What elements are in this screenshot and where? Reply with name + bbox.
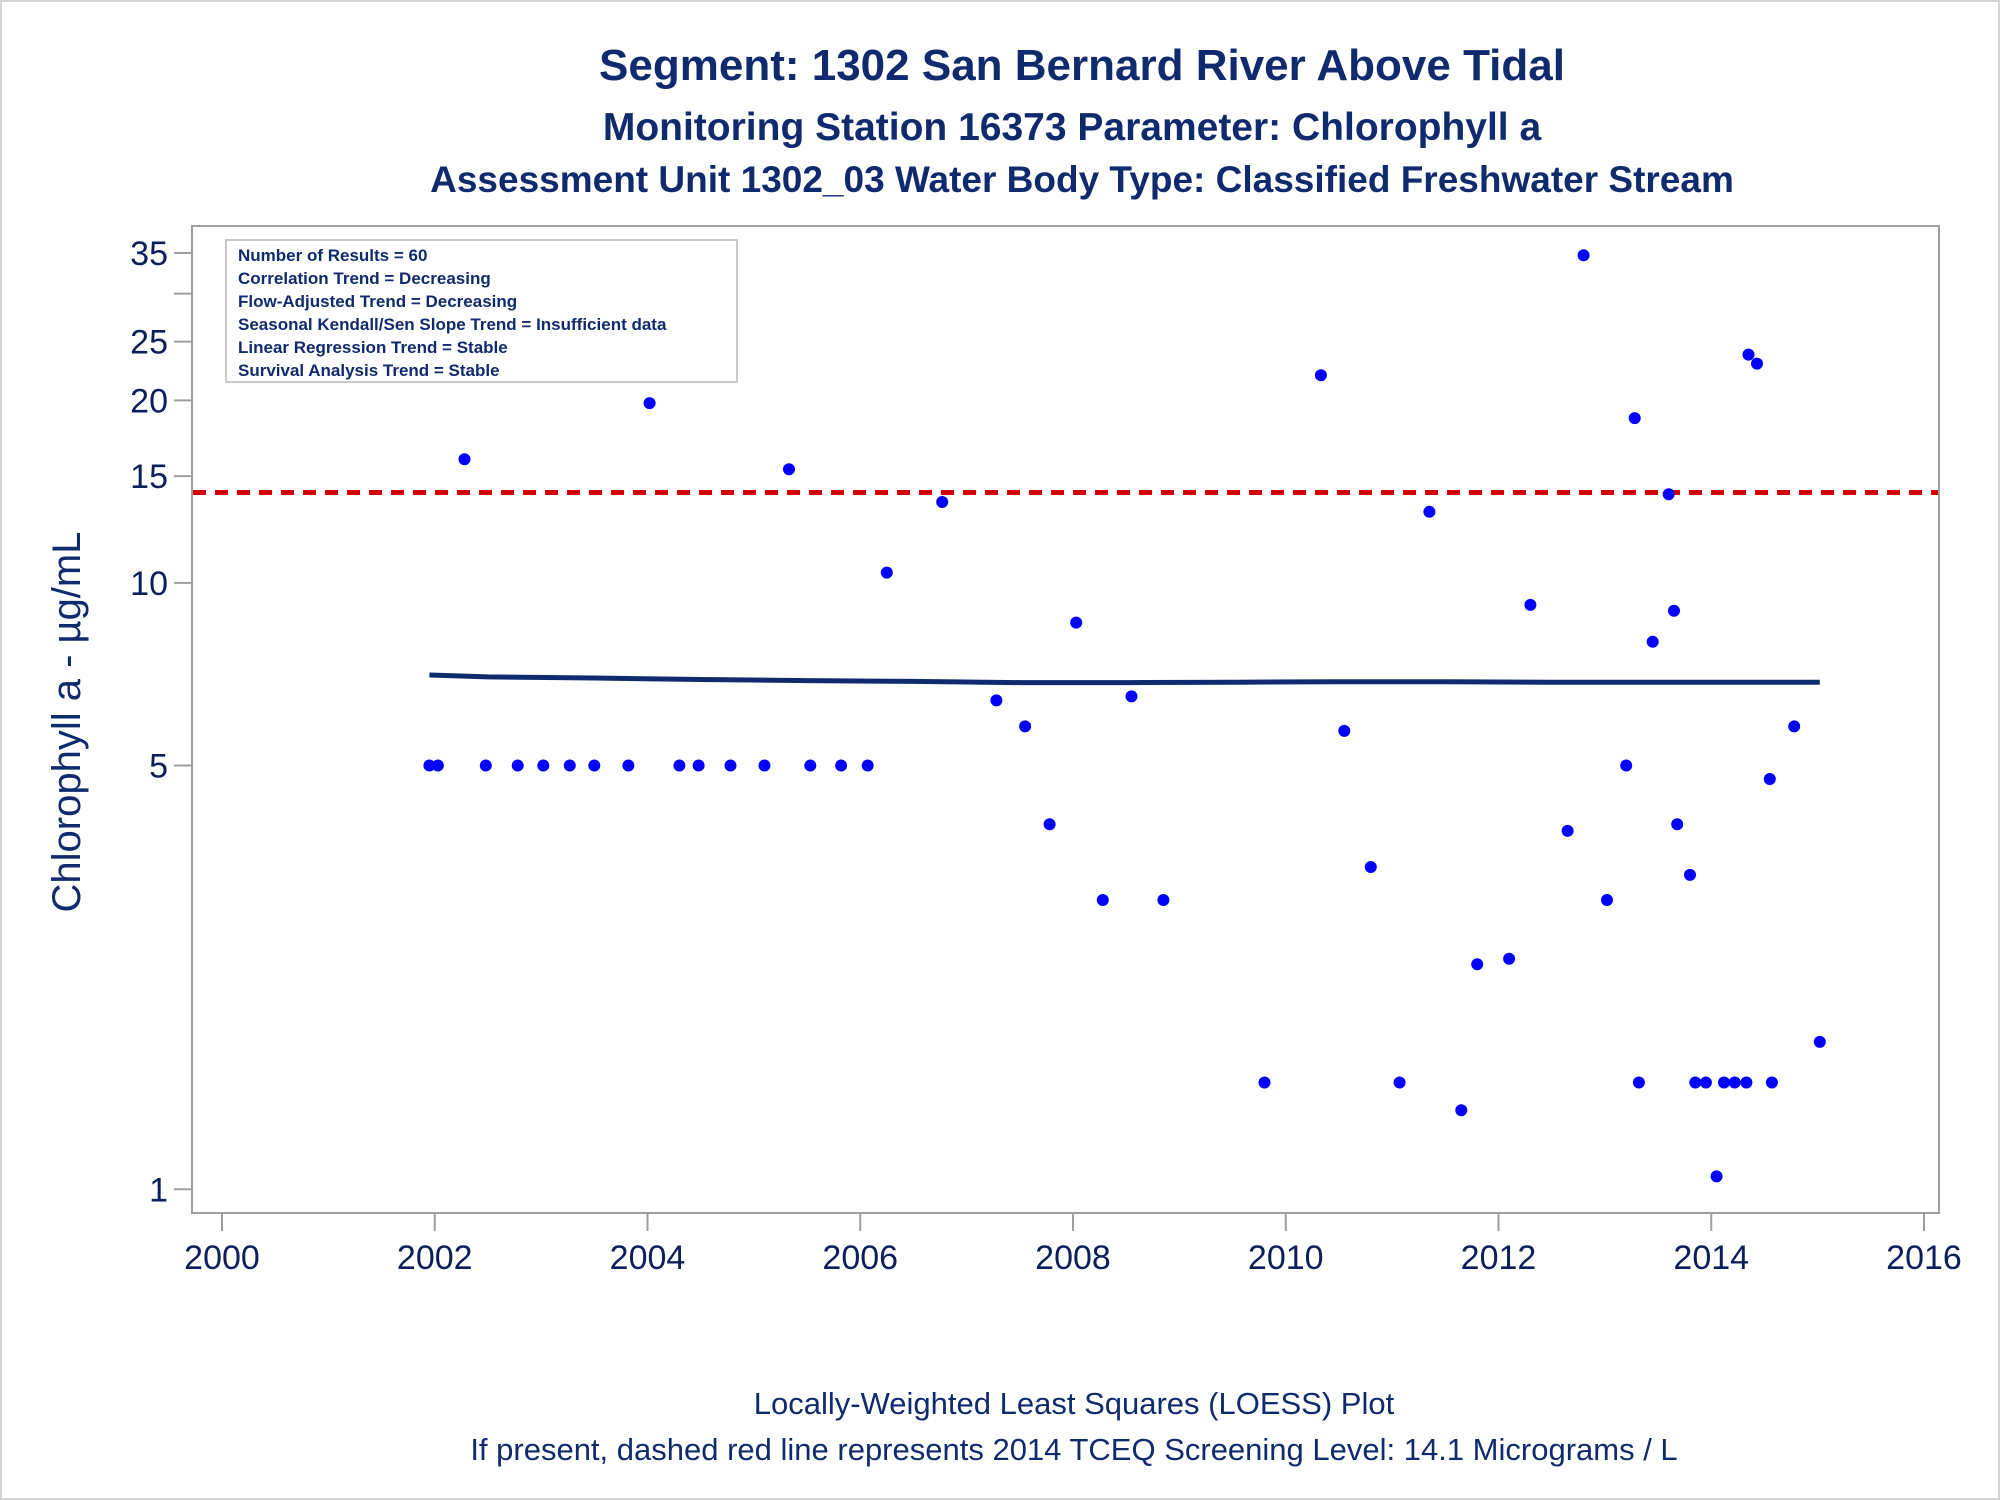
data-point: [537, 759, 550, 772]
data-point: [1561, 824, 1574, 837]
data-point: [1668, 604, 1680, 617]
data-point: [1710, 1170, 1723, 1183]
stats-line: Number of Results = 60: [238, 246, 427, 265]
x-tick-label: 2016: [1886, 1239, 1962, 1277]
data-point: [835, 759, 848, 772]
x-tick-label: 2006: [822, 1239, 898, 1277]
data-point: [479, 759, 492, 772]
y-tick-label: 10: [130, 565, 168, 603]
data-point: [1788, 720, 1801, 733]
data-point: [643, 397, 656, 410]
stats-line: Flow-Adjusted Trend = Decreasing: [238, 292, 517, 311]
stats-box-border: [225, 239, 738, 383]
footnote-loess: Locally-Weighted Least Squares (LOESS) P…: [754, 1386, 1395, 1421]
x-tick-label: 2004: [610, 1239, 686, 1277]
data-point: [511, 759, 524, 772]
data-point: [431, 759, 444, 772]
x-tick-label: 2002: [397, 1239, 473, 1277]
data-point: [1471, 958, 1484, 971]
x-axis: 2000 2002 2004 2006 2008 2010 2012 2014 2016: [184, 1213, 1962, 1277]
y-axis-label: Chlorophyll a - µg/mL: [45, 532, 89, 913]
data-point: [1728, 1076, 1741, 1089]
plot-area: [191, 225, 1940, 1214]
chart-subtitle-2: Assessment Unit 1302_03 Water Body Type:…: [430, 159, 1734, 200]
y-tick-label: 20: [130, 382, 168, 420]
stats-line: Linear Regression Trend = Stable: [238, 338, 508, 357]
data-point: [1601, 894, 1613, 906]
data-point: [880, 566, 893, 579]
data-point: [936, 496, 949, 508]
y-tick-label: 1: [149, 1171, 168, 1209]
data-point: [1314, 369, 1327, 382]
data-point: [1632, 1076, 1645, 1089]
x-tick-label: 2000: [184, 1239, 260, 1277]
data-point: [1763, 773, 1776, 785]
stats-box: Number of Results = 60 Correlation Trend…: [225, 239, 738, 383]
data-point: [692, 759, 705, 772]
data-point: [1524, 598, 1537, 611]
y-tick-label: 15: [130, 458, 168, 496]
data-point: [423, 759, 436, 772]
data-point: [1019, 720, 1032, 733]
data-point: [1338, 724, 1351, 737]
data-point: [1043, 818, 1056, 831]
x-tick-label: 2008: [1035, 1239, 1111, 1277]
data-point: [563, 759, 576, 772]
data-point: [1157, 894, 1170, 906]
y-tick-label: 5: [149, 747, 168, 785]
data-point: [1765, 1076, 1778, 1089]
stats-line: Correlation Trend = Decreasing: [238, 269, 491, 288]
stats-line: Survival Analysis Trend = Stable: [238, 361, 500, 380]
data-marks: [193, 249, 1938, 1183]
data-point: [990, 694, 1003, 707]
data-point: [1684, 868, 1696, 881]
x-tick-label: 2014: [1673, 1239, 1749, 1277]
data-point: [1718, 1076, 1730, 1089]
data-point: [588, 759, 601, 772]
data-point: [1125, 690, 1138, 703]
y-tick-label: 35: [130, 235, 168, 273]
data-point: [622, 759, 635, 772]
data-point: [1646, 635, 1659, 648]
loess-line: [429, 672, 1820, 686]
y-tick-label: 25: [130, 324, 168, 362]
data-point: [861, 759, 874, 772]
x-tick-label: 2012: [1461, 1239, 1537, 1277]
data-point: [758, 759, 771, 772]
data-point: [673, 759, 686, 772]
data-point: [1620, 759, 1633, 772]
data-point: [1742, 348, 1755, 361]
data-point: [1577, 249, 1590, 262]
data-point: [1364, 861, 1377, 873]
data-point: [1751, 357, 1763, 370]
data-point: [1662, 488, 1675, 501]
data-point: [724, 759, 737, 772]
data-point: [1628, 412, 1641, 425]
chart-title: Segment: 1302 San Bernard River Above Ti…: [599, 41, 1565, 90]
data-point: [1813, 1035, 1826, 1048]
chart-subtitle: Monitoring Station 16373 Parameter: Chlo…: [603, 106, 1542, 149]
data-point: [458, 453, 471, 466]
footnote-screening: If present, dashed red line represents 2…: [470, 1432, 1677, 1467]
data-point: [783, 463, 795, 476]
data-point: [1671, 818, 1684, 831]
data-point: [1393, 1076, 1406, 1089]
data-point: [804, 759, 817, 772]
data-point: [1455, 1104, 1468, 1117]
data-point: [1689, 1076, 1702, 1089]
data-point: [1699, 1076, 1712, 1089]
stats-line: Seasonal Kendall/Sen Slope Trend = Insuf…: [238, 315, 667, 334]
data-point: [1096, 894, 1109, 906]
data-point: [1070, 616, 1083, 629]
data-point: [1258, 1076, 1271, 1089]
data-point: [1503, 952, 1516, 965]
x-tick-label: 2010: [1248, 1239, 1324, 1277]
data-point: [1423, 505, 1436, 518]
data-point: [1740, 1076, 1753, 1089]
